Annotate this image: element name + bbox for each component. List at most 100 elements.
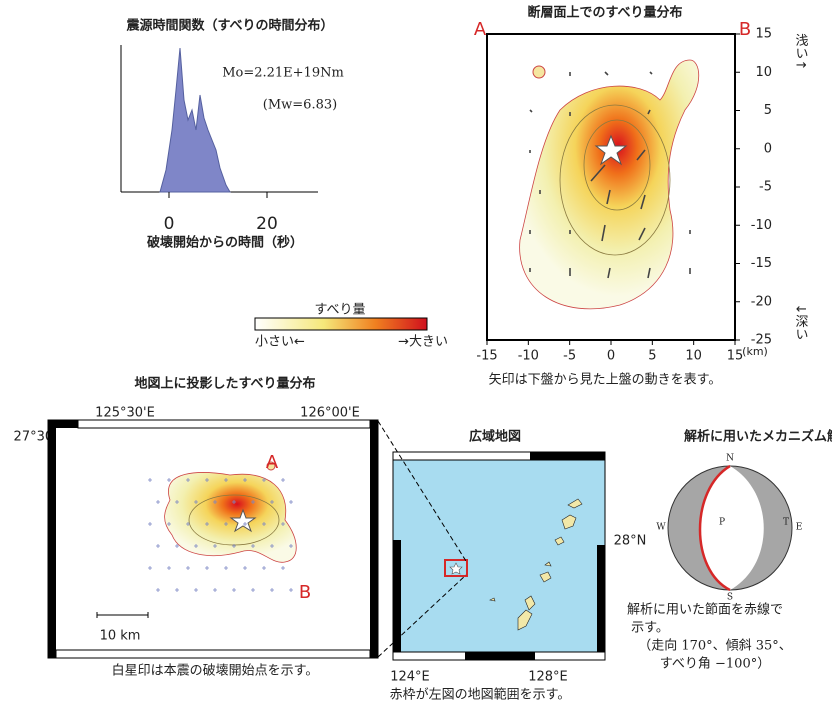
slip-arrow: [529, 109, 533, 113]
grid-cross: [213, 544, 217, 548]
grid-cross: [251, 500, 255, 504]
grid-cross: [186, 566, 190, 570]
leader-line: [377, 420, 467, 562]
grid-cross: [289, 588, 293, 592]
x-tick-label: 10: [685, 349, 702, 364]
grid-cross: [175, 500, 179, 504]
grid-cross: [175, 544, 179, 548]
mechanism-caption: （走向 170°、傾斜 35°、: [638, 638, 792, 654]
regional-lat: 28°N: [614, 534, 647, 549]
km-unit: (km): [742, 345, 768, 358]
frame-tick: [597, 545, 605, 660]
fault-title: 断層面上でのすべり量分布: [527, 5, 682, 21]
slip-arrow: [590, 164, 606, 182]
y-tick-label: -25: [751, 333, 772, 348]
grid-cross: [270, 588, 274, 592]
slip-arrow: [638, 227, 646, 241]
grid-cross: [232, 588, 236, 592]
stf-title: 震源時間関数（すべりの時間分布）: [125, 18, 333, 34]
dilatation: [700, 466, 764, 590]
grid-cross: [148, 522, 152, 526]
grid-cross: [167, 478, 171, 482]
grid-cross: [224, 566, 228, 570]
p-label: P: [719, 518, 725, 528]
frame-tick: [530, 452, 605, 460]
frame-tick: [48, 420, 78, 428]
slip-arrow: [601, 224, 606, 242]
lon-right: 126°00'E: [300, 406, 360, 421]
grid-cross: [251, 544, 255, 548]
y-tick-label: -10: [751, 218, 772, 233]
y-tick-label: 5: [764, 103, 772, 118]
grid-cross: [205, 522, 209, 526]
y-tick-label: -5: [759, 180, 772, 195]
grid-cross: [167, 522, 171, 526]
x-tick-label: 15: [727, 349, 744, 364]
deep-label: ↓深い: [793, 304, 809, 341]
y-tick-label: 10: [755, 65, 772, 80]
shallow-label: 浅い↑: [793, 34, 809, 71]
slip-arrow: [606, 189, 611, 205]
map-caption: 白星印は本震の破壊開始点を示す。: [112, 663, 319, 679]
stf-x-label: 破壊開始からの時間（秒）: [147, 235, 303, 251]
contour: [583, 119, 651, 211]
regional-caption: 赤枠が左図の地図範囲を示す。: [390, 688, 571, 703]
corner-b: B: [739, 19, 751, 40]
grid-cross: [243, 566, 247, 570]
fault-caption: 矢印は下盤から見た上盤の動きを表す。: [489, 373, 722, 388]
y-tick-label: -20: [751, 294, 772, 309]
grid-cross: [224, 522, 228, 526]
grid-cross: [243, 522, 247, 526]
grid-cross: [194, 544, 198, 548]
map-slip-region: [164, 472, 297, 563]
leader-line: [377, 574, 467, 658]
map-label-b: B: [299, 582, 311, 603]
slip-region: [519, 59, 700, 310]
grid-cross: [232, 500, 236, 504]
mechanism-caption: すべり角 −100°）: [660, 657, 770, 672]
contour: [266, 461, 276, 471]
grid-cross: [243, 478, 247, 482]
grid-cross: [289, 544, 293, 548]
w-label: W: [656, 523, 666, 533]
e-label: E: [796, 523, 803, 533]
colorbar-title: すべり量: [314, 303, 365, 318]
grid-cross: [224, 478, 228, 482]
magnitude: (Mw=6.83): [263, 98, 337, 113]
x-tick-label: 5: [648, 349, 656, 364]
s-label: S: [727, 593, 733, 603]
map-label-a: A: [266, 452, 279, 473]
grid-cross: [232, 544, 236, 548]
y-tick-label: 0: [764, 141, 772, 156]
slip-arrow: [647, 109, 651, 115]
colorbar-low: 小さい←: [255, 335, 305, 350]
grid-cross: [194, 500, 198, 504]
grid-cross: [175, 588, 179, 592]
contour: [559, 104, 671, 256]
grid-cross: [213, 500, 217, 504]
t-label: T: [783, 518, 789, 528]
x-tick-label: -15: [476, 349, 497, 364]
grid-cross: [270, 544, 274, 548]
frame-tick: [48, 428, 56, 658]
area-box: [444, 559, 468, 577]
grid-cross: [281, 522, 285, 526]
grid-cross: [167, 566, 171, 570]
mechanism-title: 解析に用いたメカニズム解: [683, 429, 832, 445]
frame-tick: [465, 652, 535, 660]
grid-cross: [148, 478, 152, 482]
slip-arrow: [604, 71, 609, 76]
contour: [532, 65, 546, 79]
nodal-plane: [698, 464, 731, 592]
regional-lon-right: 128°E: [528, 670, 568, 685]
hypocenter-star: [594, 134, 628, 166]
grid-cross: [205, 478, 209, 482]
y-tick-label: 15: [755, 27, 772, 42]
grid-cross: [156, 500, 160, 504]
star: [449, 562, 463, 575]
grid-cross: [213, 588, 217, 592]
grid-cross: [262, 522, 266, 526]
frame-tick: [393, 540, 401, 660]
colorbar-high: →大きい: [398, 335, 448, 350]
